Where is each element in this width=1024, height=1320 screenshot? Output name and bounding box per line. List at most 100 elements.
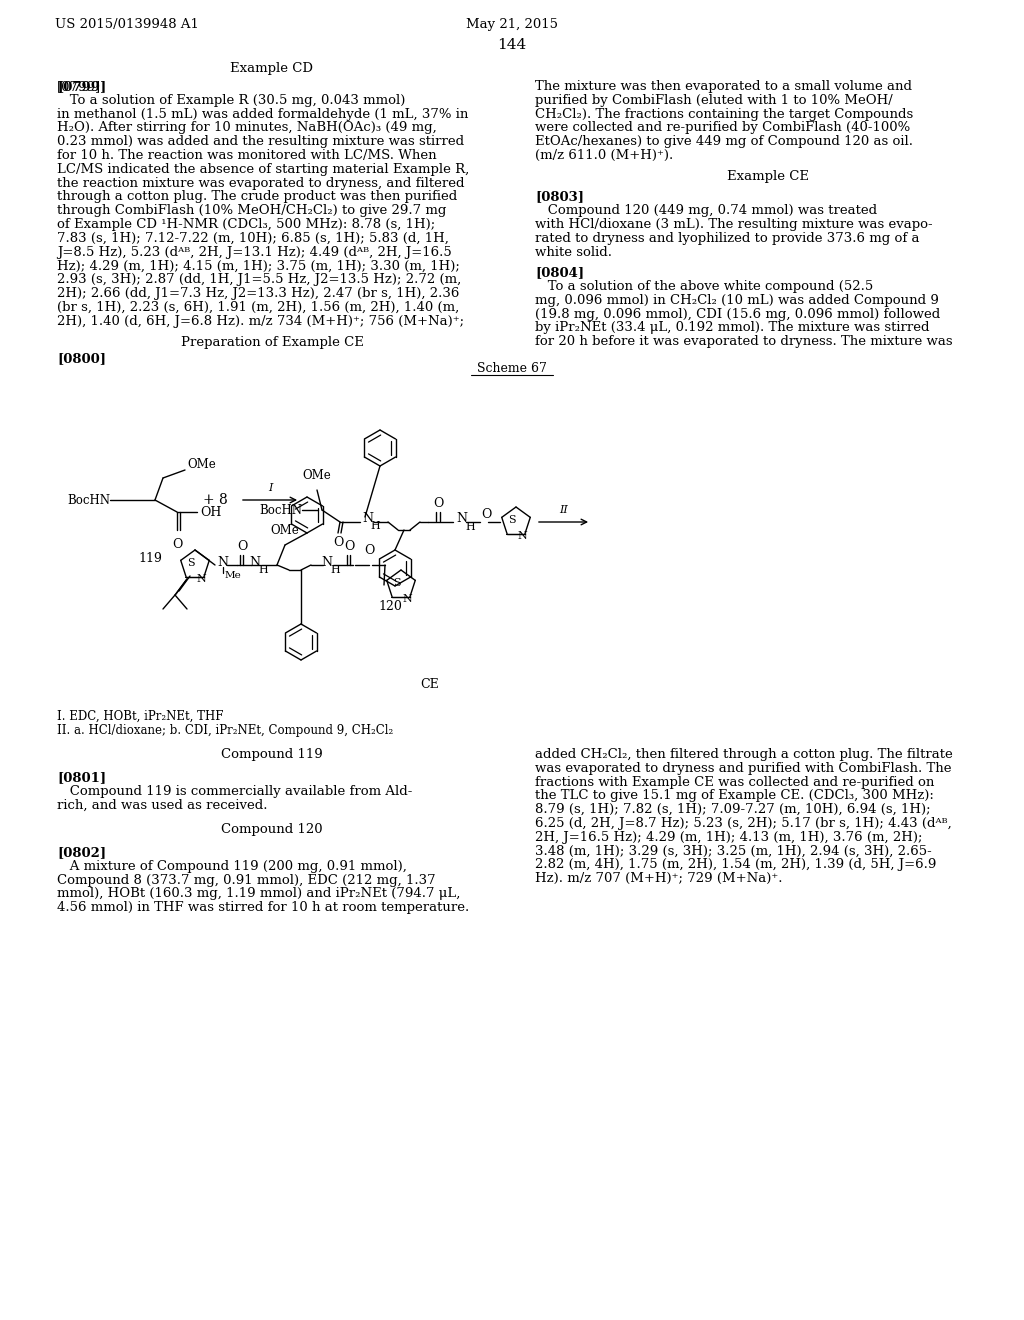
Text: N: N: [456, 512, 467, 525]
Text: Hz). m/z 707 (M+H)⁺; 729 (M+Na)⁺.: Hz). m/z 707 (M+H)⁺; 729 (M+Na)⁺.: [535, 873, 782, 886]
Text: EtOAc/hexanes) to give 449 mg of Compound 120 as oil.: EtOAc/hexanes) to give 449 mg of Compoun…: [535, 135, 913, 148]
Text: May 21, 2015: May 21, 2015: [466, 18, 558, 30]
Text: 2H, J=16.5 Hz); 4.29 (m, 1H); 4.13 (m, 1H), 3.76 (m, 2H);: 2H, J=16.5 Hz); 4.29 (m, 1H); 4.13 (m, 1…: [535, 830, 923, 843]
Text: 6.25 (d, 2H, J=8.7 Hz); 5.23 (s, 2H); 5.17 (br s, 1H); 4.43 (dᴬᴮ,: 6.25 (d, 2H, J=8.7 Hz); 5.23 (s, 2H); 5.…: [535, 817, 951, 830]
Text: + 8: + 8: [203, 492, 227, 507]
Text: white solid.: white solid.: [535, 246, 612, 259]
Text: H: H: [258, 565, 268, 576]
Text: in methanol (1.5 mL) was added formaldehyde (1 mL, 37% in: in methanol (1.5 mL) was added formaldeh…: [57, 108, 468, 120]
Text: US 2015/0139948 A1: US 2015/0139948 A1: [55, 18, 199, 30]
Text: N: N: [250, 556, 260, 569]
Text: Compound 119: Compound 119: [221, 748, 323, 762]
Text: [0803]: [0803]: [535, 190, 584, 203]
Text: 8.79 (s, 1H); 7.82 (s, 1H); 7.09-7.27 (m, 10H), 6.94 (s, 1H);: 8.79 (s, 1H); 7.82 (s, 1H); 7.09-7.27 (m…: [535, 803, 931, 816]
Text: 2H), 1.40 (d, 6H, J=6.8 Hz). m/z 734 (M+H)⁺; 756 (M+Na)⁺;: 2H), 1.40 (d, 6H, J=6.8 Hz). m/z 734 (M+…: [57, 314, 464, 327]
Text: N: N: [322, 556, 333, 569]
Text: Hz); 4.29 (m, 1H); 4.15 (m, 1H); 3.75 (m, 1H); 3.30 (m, 1H);: Hz); 4.29 (m, 1H); 4.15 (m, 1H); 3.75 (m…: [57, 260, 460, 272]
Text: 120: 120: [378, 601, 402, 612]
Text: [0804]: [0804]: [535, 267, 584, 280]
Text: was evaporated to dryness and purified with CombiFlash. The: was evaporated to dryness and purified w…: [535, 762, 951, 775]
Text: the reaction mixture was evaporated to dryness, and filtered: the reaction mixture was evaporated to d…: [57, 177, 465, 190]
Text: O: O: [237, 540, 247, 553]
Text: OMe: OMe: [187, 458, 216, 470]
Text: H: H: [465, 521, 475, 532]
Text: H: H: [370, 521, 380, 531]
Text: fractions with Example CE was collected and re-purified on: fractions with Example CE was collected …: [535, 776, 934, 788]
Text: 3.48 (m, 1H); 3.29 (s, 3H); 3.25 (m, 1H), 2.94 (s, 3H), 2.65-: 3.48 (m, 1H); 3.29 (s, 3H); 3.25 (m, 1H)…: [535, 845, 932, 858]
Text: S: S: [187, 558, 195, 568]
Text: by iPr₂NEt (33.4 μL, 0.192 mmol). The mixture was stirred: by iPr₂NEt (33.4 μL, 0.192 mmol). The mi…: [535, 322, 930, 334]
Text: 0.23 mmol) was added and the resulting mixture was stirred: 0.23 mmol) was added and the resulting m…: [57, 135, 464, 148]
Text: with HCl/dioxane (3 mL). The resulting mixture was evapo-: with HCl/dioxane (3 mL). The resulting m…: [535, 218, 933, 231]
Text: Scheme 67: Scheme 67: [477, 362, 547, 375]
Text: Example CD: Example CD: [230, 62, 313, 75]
Text: OMe: OMe: [303, 469, 332, 482]
Text: 2.93 (s, 3H); 2.87 (dd, 1H, J1=5.5 Hz, J2=13.5 Hz); 2.72 (m,: 2.93 (s, 3H); 2.87 (dd, 1H, J1=5.5 Hz, J…: [57, 273, 461, 286]
Text: [0802]: [0802]: [57, 846, 106, 859]
Text: S: S: [393, 578, 400, 587]
Text: CH₂Cl₂). The fractions containing the target Compounds: CH₂Cl₂). The fractions containing the ta…: [535, 108, 913, 120]
Text: 4.56 mmol) in THF was stirred for 10 h at room temperature.: 4.56 mmol) in THF was stirred for 10 h a…: [57, 902, 469, 915]
Text: N: N: [402, 594, 412, 605]
Text: BocHN: BocHN: [67, 494, 110, 507]
Text: for 20 h before it was evaporated to dryness. The mixture was: for 20 h before it was evaporated to dry…: [535, 335, 952, 348]
Text: for 10 h. The reaction was monitored with LC/MS. When: for 10 h. The reaction was monitored wit…: [57, 149, 436, 162]
Text: N: N: [517, 531, 527, 541]
Text: the TLC to give 15.1 mg of Example CE. (CDCl₃, 300 MHz):: the TLC to give 15.1 mg of Example CE. (…: [535, 789, 934, 803]
Text: OMe: OMe: [270, 524, 299, 537]
Text: Example CE: Example CE: [727, 170, 809, 182]
Text: II. a. HCl/dioxane; b. CDI, iPr₂NEt, Compound 9, CH₂Cl₂: II. a. HCl/dioxane; b. CDI, iPr₂NEt, Com…: [57, 723, 393, 737]
Text: To a solution of Example R (30.5 mg, 0.043 mmol): To a solution of Example R (30.5 mg, 0.0…: [57, 94, 406, 107]
Text: added CH₂Cl₂, then filtered through a cotton plug. The filtrate: added CH₂Cl₂, then filtered through a co…: [535, 748, 952, 762]
Text: II: II: [559, 506, 568, 515]
Text: O: O: [333, 536, 343, 549]
Text: purified by CombiFlash (eluted with 1 to 10% MeOH/: purified by CombiFlash (eluted with 1 to…: [535, 94, 893, 107]
Text: O: O: [344, 540, 354, 553]
Text: O: O: [364, 544, 374, 557]
Text: CE: CE: [421, 678, 439, 690]
Text: were collected and re-purified by CombiFlash (40-100%: were collected and re-purified by CombiF…: [535, 121, 910, 135]
Text: N: N: [217, 556, 228, 569]
Text: Compound 120 (449 mg, 0.74 mmol) was treated: Compound 120 (449 mg, 0.74 mmol) was tre…: [535, 205, 878, 218]
Text: The mixture was then evaporated to a small volume and: The mixture was then evaporated to a sma…: [535, 81, 912, 92]
Text: Compound 120: Compound 120: [221, 822, 323, 836]
Text: S: S: [508, 515, 516, 525]
Text: [0799]: [0799]: [57, 81, 106, 92]
Text: (br s, 1H), 2.23 (s, 6H), 1.91 (m, 2H), 1.56 (m, 2H), 1.40 (m,: (br s, 1H), 2.23 (s, 6H), 1.91 (m, 2H), …: [57, 301, 459, 314]
Text: 7.83 (s, 1H); 7.12-7.22 (m, 10H); 6.85 (s, 1H); 5.83 (d, 1H,: 7.83 (s, 1H); 7.12-7.22 (m, 10H); 6.85 (…: [57, 232, 449, 244]
Text: (19.8 mg, 0.096 mmol), CDI (15.6 mg, 0.096 mmol) followed: (19.8 mg, 0.096 mmol), CDI (15.6 mg, 0.0…: [535, 308, 940, 321]
Text: Compound 119 is commercially available from Ald-: Compound 119 is commercially available f…: [57, 785, 413, 799]
Text: through CombiFlash (10% MeOH/CH₂Cl₂) to give 29.7 mg: through CombiFlash (10% MeOH/CH₂Cl₂) to …: [57, 205, 446, 218]
Text: N: N: [362, 511, 373, 524]
Text: Me: Me: [225, 570, 242, 579]
Text: I. EDC, HOBt, iPr₂NEt, THF: I. EDC, HOBt, iPr₂NEt, THF: [57, 710, 223, 723]
Text: rated to dryness and lyophilized to provide 373.6 mg of a: rated to dryness and lyophilized to prov…: [535, 232, 920, 244]
Text: rich, and was used as received.: rich, and was used as received.: [57, 799, 267, 812]
Text: H₂O). After stirring for 10 minutes, NaBH(OAc)₃ (49 mg,: H₂O). After stirring for 10 minutes, NaB…: [57, 121, 437, 135]
Text: Preparation of Example CE: Preparation of Example CE: [180, 337, 364, 350]
Text: 2.82 (m, 4H), 1.75 (m, 2H), 1.54 (m, 2H), 1.39 (d, 5H, J=6.9: 2.82 (m, 4H), 1.75 (m, 2H), 1.54 (m, 2H)…: [535, 858, 936, 871]
Text: O: O: [481, 507, 492, 520]
Text: Compound 8 (373.7 mg, 0.91 mmol), EDC (212 mg, 1.37: Compound 8 (373.7 mg, 0.91 mmol), EDC (2…: [57, 874, 435, 887]
Text: [0799]: [0799]: [57, 81, 101, 92]
Text: [0800]: [0800]: [57, 352, 106, 366]
Text: O: O: [172, 539, 182, 550]
Text: OH: OH: [200, 506, 221, 519]
Text: N: N: [197, 574, 206, 583]
Text: O: O: [433, 498, 443, 510]
Text: through a cotton plug. The crude product was then purified: through a cotton plug. The crude product…: [57, 190, 458, 203]
Text: mg, 0.096 mmol) in CH₂Cl₂ (10 mL) was added Compound 9: mg, 0.096 mmol) in CH₂Cl₂ (10 mL) was ad…: [535, 294, 939, 306]
Text: I: I: [268, 483, 272, 492]
Text: (m/z 611.0 (M+H)⁺).: (m/z 611.0 (M+H)⁺).: [535, 149, 673, 162]
Text: J=8.5 Hz), 5.23 (dᴬᴮ, 2H, J=13.1 Hz); 4.49 (dᴬᴮ, 2H, J=16.5: J=8.5 Hz), 5.23 (dᴬᴮ, 2H, J=13.1 Hz); 4.…: [57, 246, 452, 259]
Text: 2H); 2.66 (dd, J1=7.3 Hz, J2=13.3 Hz), 2.47 (br s, 1H), 2.36: 2H); 2.66 (dd, J1=7.3 Hz, J2=13.3 Hz), 2…: [57, 286, 460, 300]
Text: To a solution of the above white compound (52.5: To a solution of the above white compoun…: [535, 280, 873, 293]
Text: A mixture of Compound 119 (200 mg, 0.91 mmol),: A mixture of Compound 119 (200 mg, 0.91 …: [57, 859, 407, 873]
Text: [0801]: [0801]: [57, 771, 106, 784]
Text: 119: 119: [138, 552, 162, 565]
Text: H: H: [330, 565, 340, 576]
Text: mmol), HOBt (160.3 mg, 1.19 mmol) and iPr₂NEt (794.7 μL,: mmol), HOBt (160.3 mg, 1.19 mmol) and iP…: [57, 887, 461, 900]
Text: BocHN: BocHN: [259, 503, 302, 516]
Text: 144: 144: [498, 38, 526, 51]
Text: of Example CD ¹H-NMR (CDCl₃, 500 MHz): 8.78 (s, 1H);: of Example CD ¹H-NMR (CDCl₃, 500 MHz): 8…: [57, 218, 435, 231]
